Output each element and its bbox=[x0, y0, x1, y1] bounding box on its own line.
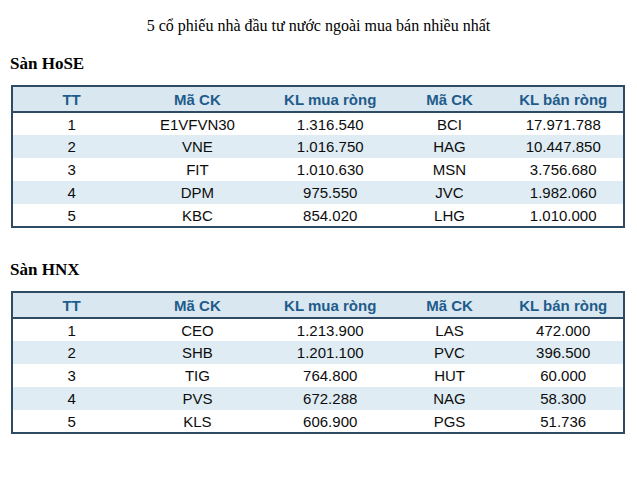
cell-sell-volume: 1.010.000 bbox=[503, 204, 624, 227]
cell-buy-ticker: E1VFVN30 bbox=[130, 112, 265, 135]
table-row: 5 KBC 854.020 LHG 1.010.000 bbox=[12, 204, 624, 227]
table-row: 3 TIG 764.800 HUT 60.000 bbox=[12, 364, 624, 387]
cell-sell-ticker: NAG bbox=[396, 387, 504, 410]
col-header-buy-ticker: Mã CK bbox=[130, 86, 265, 112]
cell-rank: 4 bbox=[12, 387, 130, 410]
cell-buy-volume: 1.016.750 bbox=[265, 135, 396, 158]
cell-sell-ticker: PGS bbox=[396, 410, 504, 433]
cell-buy-volume: 606.900 bbox=[265, 410, 396, 433]
cell-buy-ticker: PVS bbox=[130, 387, 265, 410]
page-title: 5 cổ phiếu nhà đầu tư nước ngoài mua bán… bbox=[0, 15, 637, 36]
cell-rank: 2 bbox=[12, 341, 130, 364]
cell-rank: 3 bbox=[12, 364, 130, 387]
cell-buy-volume: 1.316.540 bbox=[265, 112, 396, 135]
cell-buy-volume: 1.201.100 bbox=[265, 341, 396, 364]
section-label-hnx: Sàn HNX bbox=[10, 260, 637, 280]
cell-sell-ticker: MSN bbox=[396, 158, 504, 181]
cell-sell-volume: 58.300 bbox=[503, 387, 624, 410]
cell-sell-volume: 60.000 bbox=[503, 364, 624, 387]
col-header-sell-ticker: Mã CK bbox=[396, 86, 504, 112]
cell-sell-volume: 3.756.680 bbox=[503, 158, 624, 181]
cell-buy-volume: 672.288 bbox=[265, 387, 396, 410]
cell-buy-ticker: FIT bbox=[130, 158, 265, 181]
col-header-sell-volume: KL bán ròng bbox=[503, 86, 624, 112]
cell-sell-volume: 10.447.850 bbox=[503, 135, 624, 158]
col-header-sell-ticker: Mã CK bbox=[396, 292, 504, 318]
cell-buy-ticker: SHB bbox=[130, 341, 265, 364]
cell-sell-ticker: LHG bbox=[396, 204, 504, 227]
cell-buy-volume: 975.550 bbox=[265, 181, 396, 204]
cell-rank: 1 bbox=[12, 318, 130, 341]
hnx-table: TT Mã CK KL mua ròng Mã CK KL bán ròng 1… bbox=[11, 291, 625, 434]
cell-sell-volume: 396.500 bbox=[503, 341, 624, 364]
cell-buy-ticker: TIG bbox=[130, 364, 265, 387]
cell-sell-volume: 51.736 bbox=[503, 410, 624, 433]
table-row: 4 DPM 975.550 JVC 1.982.060 bbox=[12, 181, 624, 204]
cell-rank: 5 bbox=[12, 204, 130, 227]
section-label-hose: Sàn HoSE bbox=[10, 54, 637, 74]
table-row: 1 E1VFVN30 1.316.540 BCI 17.971.788 bbox=[12, 112, 624, 135]
col-header-buy-ticker: Mã CK bbox=[130, 292, 265, 318]
cell-sell-ticker: BCI bbox=[396, 112, 504, 135]
cell-sell-ticker: HUT bbox=[396, 364, 504, 387]
cell-sell-volume: 1.982.060 bbox=[503, 181, 624, 204]
cell-buy-volume: 764.800 bbox=[265, 364, 396, 387]
table-row: 3 FIT 1.010.630 MSN 3.756.680 bbox=[12, 158, 624, 181]
col-header-tt: TT bbox=[12, 86, 130, 112]
cell-buy-volume: 1.010.630 bbox=[265, 158, 396, 181]
cell-rank: 1 bbox=[12, 112, 130, 135]
table-row: 1 CEO 1.213.900 LAS 472.000 bbox=[12, 318, 624, 341]
document-page: 5 cổ phiếu nhà đầu tư nước ngoài mua bán… bbox=[0, 0, 637, 481]
cell-sell-ticker: LAS bbox=[396, 318, 504, 341]
cell-rank: 2 bbox=[12, 135, 130, 158]
cell-sell-volume: 472.000 bbox=[503, 318, 624, 341]
hnx-header-row: TT Mã CK KL mua ròng Mã CK KL bán ròng bbox=[12, 292, 624, 318]
col-header-tt: TT bbox=[12, 292, 130, 318]
cell-buy-ticker: VNE bbox=[130, 135, 265, 158]
cell-sell-ticker: HAG bbox=[396, 135, 504, 158]
table-row: 2 SHB 1.201.100 PVC 396.500 bbox=[12, 341, 624, 364]
cell-buy-volume: 1.213.900 bbox=[265, 318, 396, 341]
cell-buy-volume: 854.020 bbox=[265, 204, 396, 227]
table-row: 5 KLS 606.900 PGS 51.736 bbox=[12, 410, 624, 433]
cell-rank: 5 bbox=[12, 410, 130, 433]
cell-buy-ticker: DPM bbox=[130, 181, 265, 204]
table-row: 4 PVS 672.288 NAG 58.300 bbox=[12, 387, 624, 410]
col-header-buy-volume: KL mua ròng bbox=[265, 86, 396, 112]
col-header-sell-volume: KL bán ròng bbox=[503, 292, 624, 318]
cell-sell-ticker: JVC bbox=[396, 181, 504, 204]
cell-rank: 4 bbox=[12, 181, 130, 204]
cell-buy-ticker: KLS bbox=[130, 410, 265, 433]
table-row: 2 VNE 1.016.750 HAG 10.447.850 bbox=[12, 135, 624, 158]
cell-rank: 3 bbox=[12, 158, 130, 181]
cell-buy-ticker: CEO bbox=[130, 318, 265, 341]
cell-sell-ticker: PVC bbox=[396, 341, 504, 364]
cell-buy-ticker: KBC bbox=[130, 204, 265, 227]
cell-sell-volume: 17.971.788 bbox=[503, 112, 624, 135]
col-header-buy-volume: KL mua ròng bbox=[265, 292, 396, 318]
hose-header-row: TT Mã CK KL mua ròng Mã CK KL bán ròng bbox=[12, 86, 624, 112]
hose-table: TT Mã CK KL mua ròng Mã CK KL bán ròng 1… bbox=[11, 85, 625, 228]
